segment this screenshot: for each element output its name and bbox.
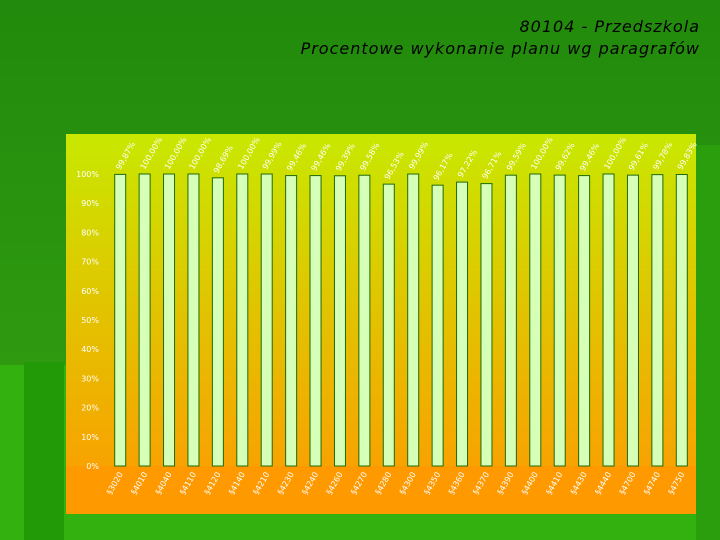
y-tick-label: 90% (81, 199, 99, 208)
x-axis-band (66, 466, 696, 514)
bar (285, 175, 298, 467)
bar (236, 173, 249, 467)
plot-area (66, 134, 696, 514)
bar (480, 183, 493, 467)
bar (407, 173, 420, 467)
bar (358, 174, 371, 467)
bar (626, 174, 639, 467)
bar (163, 173, 176, 467)
bar (138, 173, 151, 467)
bar (431, 184, 444, 467)
bar (187, 173, 200, 467)
bar (309, 175, 322, 467)
y-axis-ticks: 0% 10% 20% 30% 40% 50% 60% 70% 80% 90% 100% (76, 170, 99, 471)
y-tick-label: 50% (81, 316, 99, 325)
title-line-1: 80104 - Przedszkola (519, 17, 700, 36)
bar (602, 173, 615, 467)
y-tick-label: 80% (81, 228, 99, 237)
bar (578, 175, 591, 467)
y-tick-label: 100% (76, 170, 99, 179)
y-tick-label: 10% (81, 433, 99, 442)
y-tick-label: 40% (81, 345, 99, 354)
bar (504, 174, 517, 467)
background-accent-left (24, 362, 64, 540)
y-tick-label: 30% (81, 374, 99, 383)
bar (114, 173, 127, 467)
bar (260, 173, 273, 467)
bar (675, 173, 688, 467)
bar (333, 175, 346, 467)
bar (382, 183, 395, 467)
bars (114, 173, 688, 467)
y-tick-label: 60% (81, 287, 99, 296)
bar (651, 174, 664, 467)
bar (529, 173, 542, 467)
background-accent-right (696, 145, 720, 540)
slide-title: 80104 - Przedszkola Procentowe wykonanie… (100, 16, 700, 60)
title-line-2: Procentowe wykonanie planu wg paragrafów (300, 39, 700, 58)
bar (553, 174, 566, 467)
bar (211, 177, 224, 467)
y-tick-label: 70% (81, 258, 99, 267)
bar (456, 181, 469, 467)
y-tick-label: 0% (86, 462, 99, 471)
y-tick-label: 20% (81, 404, 99, 413)
